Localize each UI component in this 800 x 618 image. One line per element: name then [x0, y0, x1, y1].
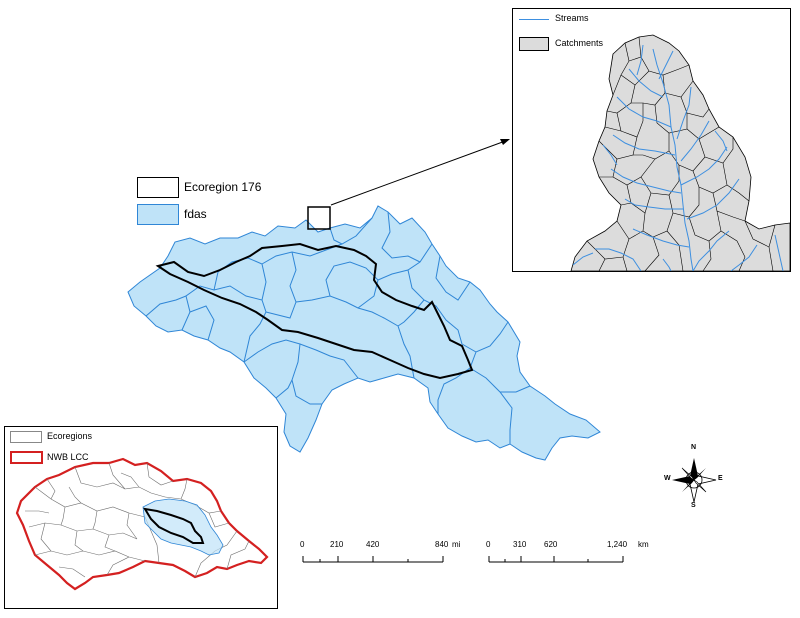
streams-legend-label: Streams: [555, 13, 589, 23]
scale-mi-tick-1: 210: [330, 540, 344, 549]
north-arrow-icon: N S E W: [664, 444, 724, 510]
scale-mi-tick-2: 420: [366, 540, 380, 549]
compass-n-label: N: [691, 444, 697, 451]
ecoregion-legend-label: Ecoregion 176: [184, 180, 262, 194]
nwb-lcc-swatch: [10, 451, 43, 464]
scale-mi-tick-3: 840: [435, 540, 449, 549]
fdas-legend-label: fdas: [184, 207, 207, 221]
catchment-boundaries: [586, 36, 776, 271]
scale-mi-bar: [302, 556, 444, 563]
overview-map-frame: Ecoregions NWB LCC: [4, 426, 278, 609]
fdas-swatch: [137, 204, 179, 225]
nwb-lcc-region: [15, 457, 269, 591]
zoom-connector-arrow: [330, 139, 509, 206]
ecoregion-swatch: [137, 177, 179, 198]
fdas-region: [127, 205, 601, 461]
scale-km-bar: [488, 556, 624, 563]
inset-map: [570, 34, 790, 271]
scale-km-tick-1: 310: [513, 540, 527, 549]
scale-km-tick-2: 620: [544, 540, 558, 549]
overview-map: [15, 457, 269, 591]
catchments-legend-label: Catchments: [555, 38, 604, 48]
arrowhead: [500, 139, 510, 145]
scale-km-tick-3: 1,240: [607, 540, 628, 549]
streams: [572, 44, 784, 271]
ecoregions-swatch: [10, 431, 42, 443]
zoom-selection-box: [307, 206, 331, 230]
ecoregions-legend-label: Ecoregions: [47, 431, 93, 441]
compass-rose: [672, 458, 717, 503]
catchment-swatch: [519, 37, 549, 51]
scale-km-unit: km: [638, 540, 649, 549]
scale-mi-unit: mi: [452, 540, 461, 549]
ecoregion-176-outline: [155, 242, 474, 380]
scale-bar-miles: 0 210 420 840 mi: [300, 540, 460, 570]
nwb-lcc-legend-label: NWB LCC: [47, 452, 89, 462]
overview-ecoregion-176: [143, 507, 205, 544]
fdas-subbasin-lines: [145, 211, 531, 444]
scale-km-tick-0: 0: [486, 540, 491, 549]
stream-swatch: [519, 14, 549, 24]
inset-map-frame: Streams Catchments: [512, 8, 791, 272]
compass-s-label: S: [691, 502, 696, 509]
scale-bar-km: 0 310 620 1,240 km: [486, 540, 686, 570]
catchments-area: [570, 34, 790, 271]
compass-e-label: E: [718, 475, 723, 482]
scale-mi-tick-0: 0: [300, 540, 305, 549]
compass-w-label: W: [664, 475, 671, 482]
